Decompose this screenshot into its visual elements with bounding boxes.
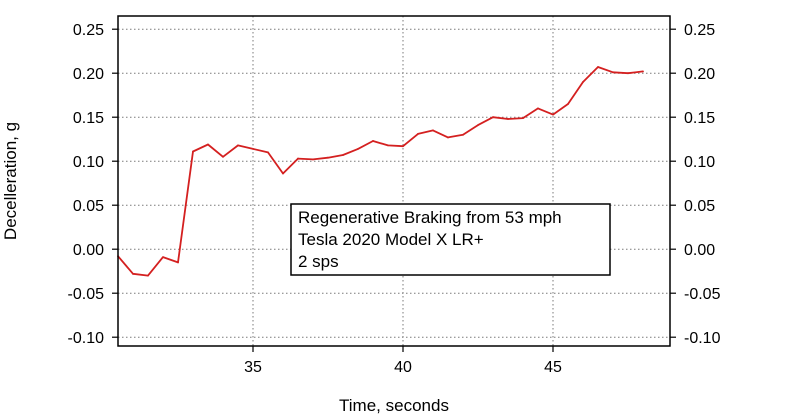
x-tick-label: 45	[544, 359, 562, 376]
data-point	[162, 256, 164, 259]
data-point	[597, 66, 599, 68]
tick-labels: 35 40 45 0.25 0.25 0.20 0.20 0.15 0.15 0.10 0.10 0.…	[68, 22, 721, 376]
y-tick-label-right: 0.15	[684, 110, 715, 127]
data-point	[357, 147, 359, 150]
data-point	[522, 117, 524, 119]
data-point	[507, 118, 509, 120]
series-line	[117, 66, 644, 277]
annotation-box-frame	[290, 203, 611, 276]
data-point	[282, 172, 284, 175]
data-point	[417, 133, 419, 135]
y-tick-label-right: 0.20	[684, 66, 715, 83]
annotation-line-3: 2 sps	[298, 252, 339, 271]
y-tick-label-left: 0.00	[73, 242, 104, 259]
data-point	[222, 155, 224, 158]
data-point	[492, 116, 494, 119]
ticks	[112, 28, 676, 352]
y-tick-label-left: -0.05	[68, 286, 105, 303]
data-point	[132, 272, 134, 275]
data-point	[567, 103, 569, 105]
x-tick-label: 35	[244, 359, 262, 376]
data-point	[297, 157, 299, 160]
data-point	[642, 70, 644, 73]
y-tick-label-left: 0.20	[73, 66, 104, 83]
data-point	[177, 261, 179, 264]
data-point	[252, 147, 254, 150]
y-tick-label-left: 0.05	[73, 198, 104, 215]
data-point	[582, 81, 584, 83]
annotation-box: Regenerative Braking from 53 mph Tesla 2…	[290, 203, 611, 276]
data-point	[447, 136, 449, 139]
data-point	[192, 150, 194, 153]
y-tick-label-left: 0.25	[73, 22, 104, 39]
data-point	[342, 154, 344, 156]
data-point	[552, 113, 554, 116]
data-point	[327, 156, 329, 159]
data-point	[372, 140, 374, 142]
plot-frame	[117, 15, 671, 347]
data-point	[387, 144, 389, 147]
y-axis-title: Decelleration, g	[1, 122, 20, 240]
data-point	[207, 143, 209, 146]
y-tick-label-left: 0.10	[73, 154, 104, 171]
data-point	[402, 145, 404, 148]
y-tick-label-right: 0.05	[684, 198, 715, 215]
data-point	[537, 107, 539, 110]
annotation-line-1: Regenerative Braking from 53 mph	[298, 208, 562, 227]
grid	[118, 16, 670, 346]
data-point	[237, 144, 239, 147]
y-tick-label-left: -0.10	[68, 330, 105, 347]
data-point	[477, 124, 479, 127]
y-tick-label-right: 0.25	[684, 22, 715, 39]
data-point	[147, 274, 149, 277]
data-point	[627, 72, 629, 75]
y-tick-label-left: 0.15	[73, 110, 104, 127]
annotation-line-2: Tesla 2020 Model X LR+	[298, 230, 484, 249]
data-point	[612, 71, 614, 74]
data-point	[312, 158, 314, 161]
y-tick-label-right: -0.05	[684, 286, 721, 303]
x-tick-label: 40	[394, 359, 412, 376]
y-tick-label-right: 0.00	[684, 242, 715, 259]
y-tick-label-right: 0.10	[684, 154, 715, 171]
data-point	[267, 151, 269, 154]
data-point	[462, 133, 464, 136]
x-axis-title: Time, seconds	[339, 396, 449, 415]
data-point	[432, 129, 434, 132]
y-tick-label-right: -0.10	[684, 330, 721, 347]
